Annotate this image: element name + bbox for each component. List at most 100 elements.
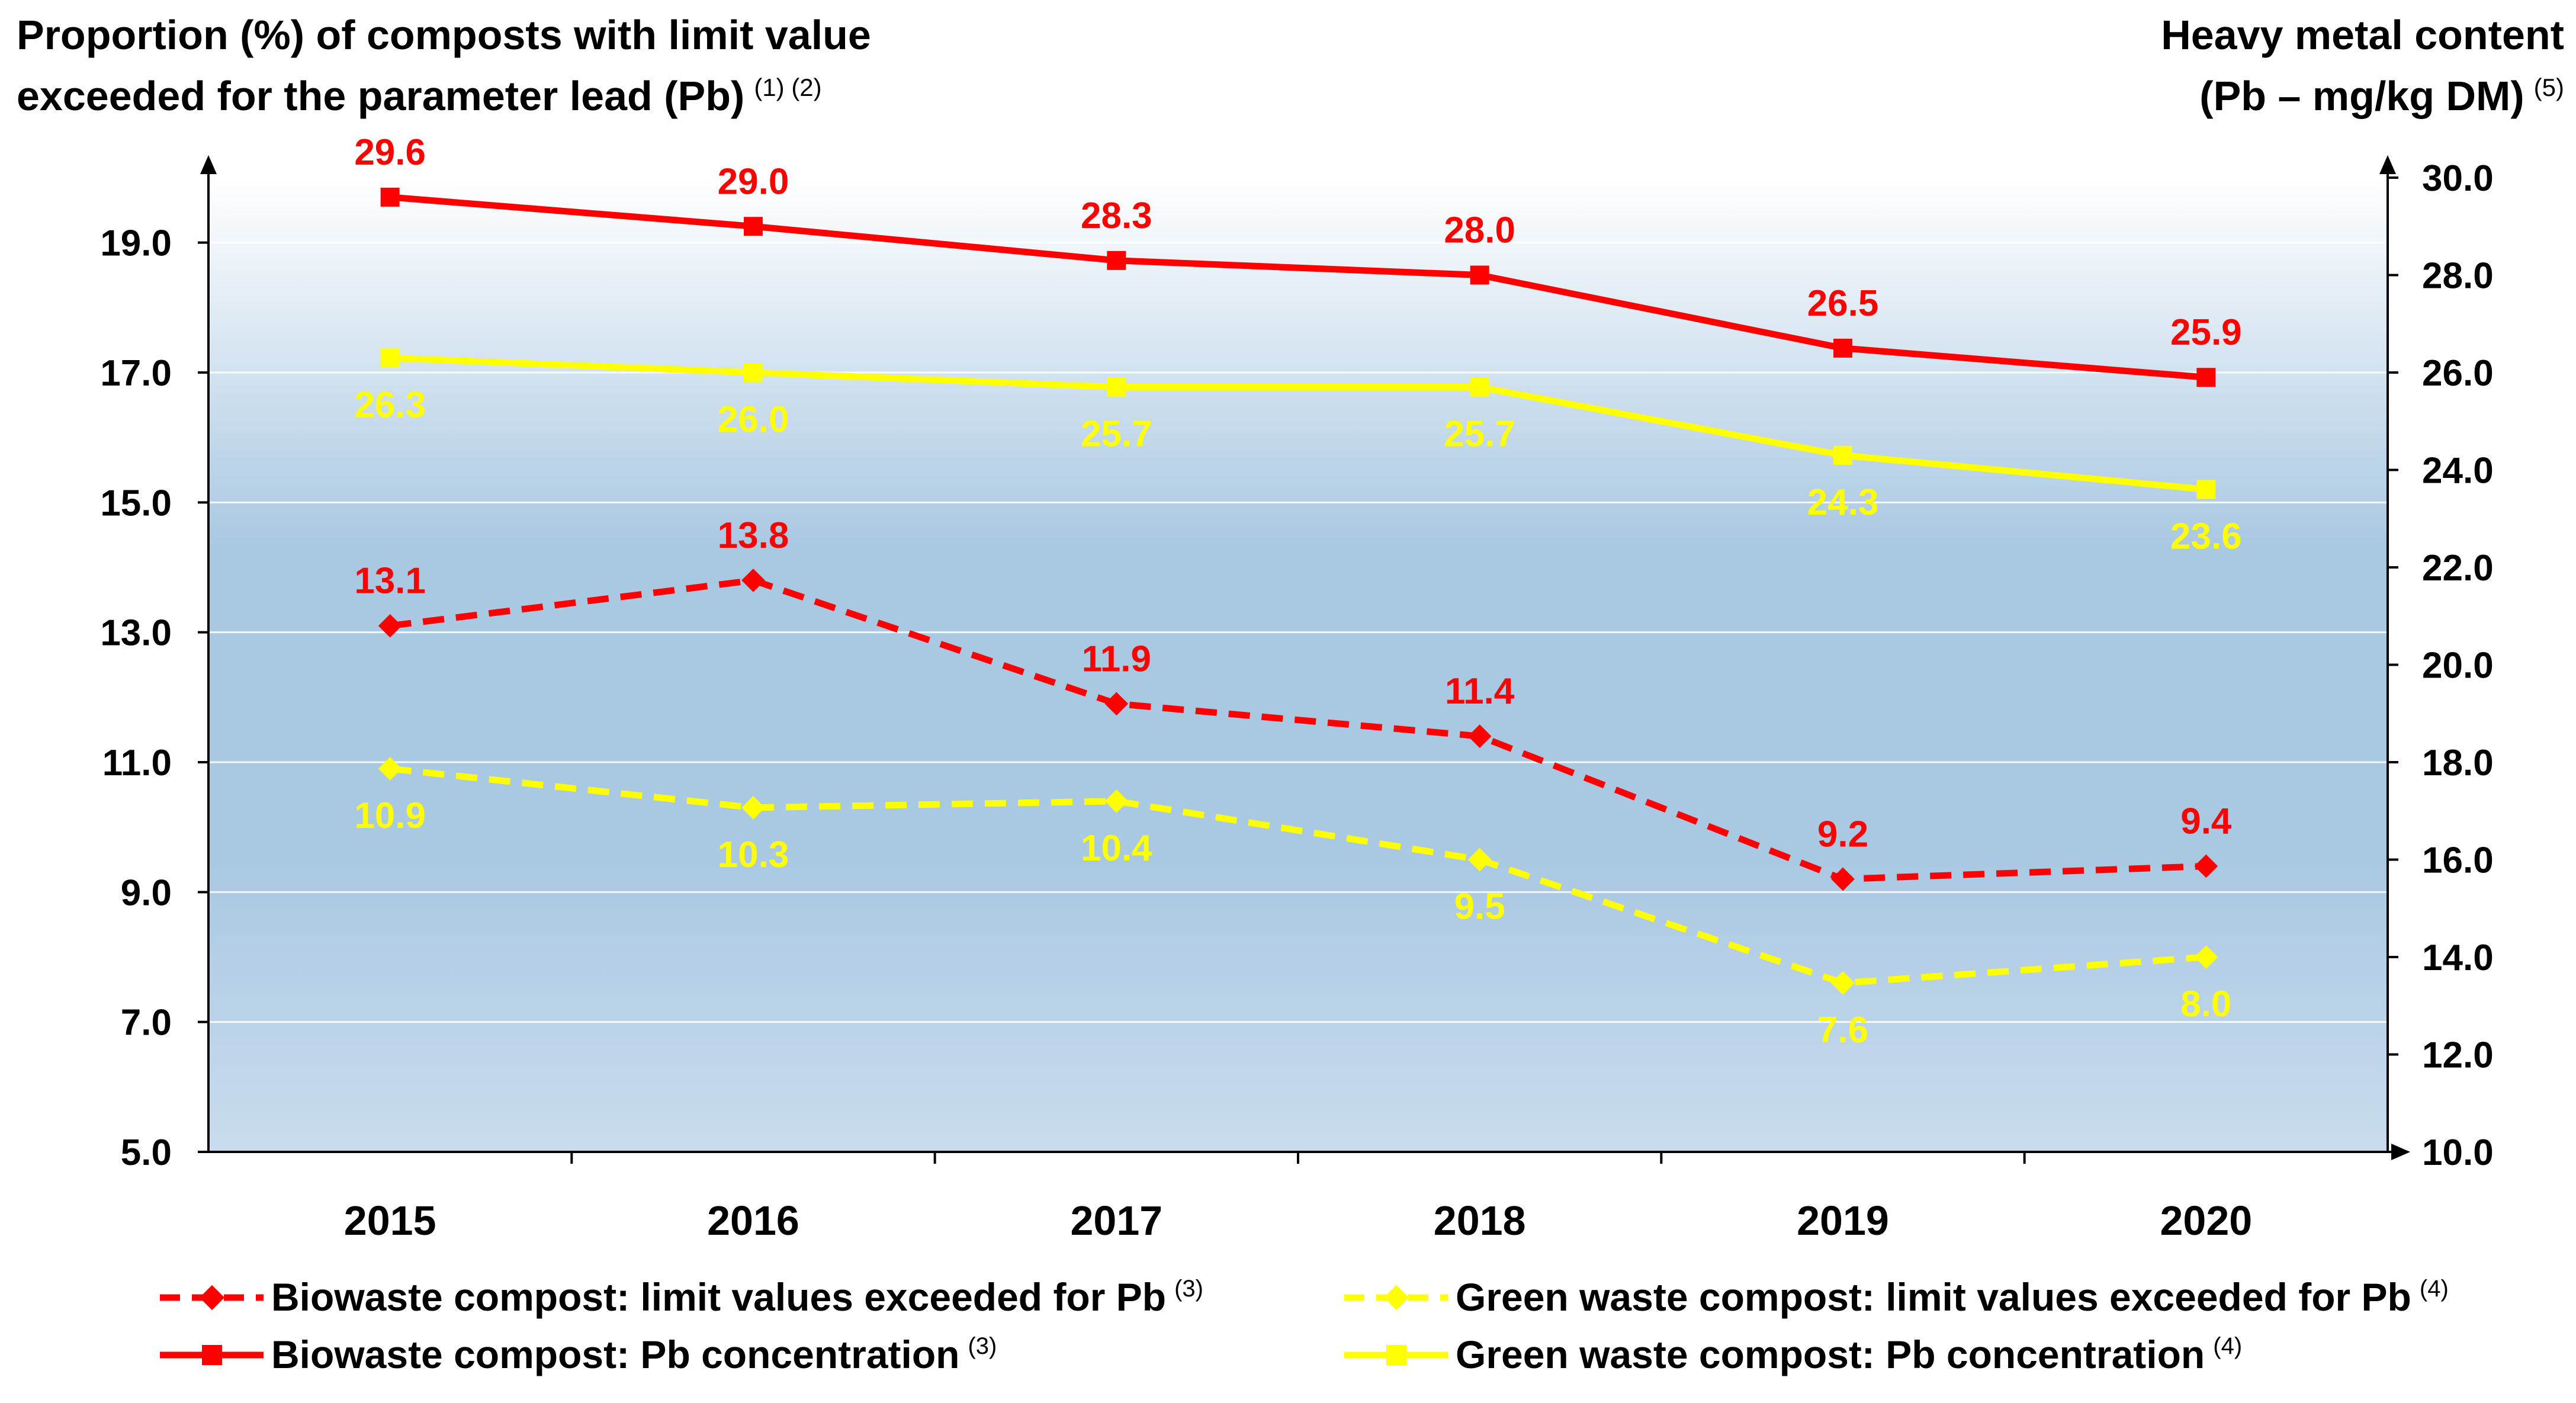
series-2-point-2016 bbox=[741, 569, 765, 592]
right-tick-label-3: 16.0 bbox=[2422, 840, 2494, 881]
left-tick-label-0: 5.0 bbox=[121, 1132, 172, 1173]
left-tick-label-1: 7.0 bbox=[121, 1003, 172, 1044]
series-2-label-2018: 11.4 bbox=[1445, 671, 1515, 712]
plot-area bbox=[208, 178, 2388, 1152]
series-1-point-2017 bbox=[1107, 377, 1126, 397]
x-tick-label-2017: 2017 bbox=[1070, 1197, 1162, 1244]
gridlines bbox=[208, 242, 2388, 1023]
legend-label-superscript-2: (3) bbox=[1174, 1276, 1203, 1302]
legend-label-text-3: Green waste compost: limit values exceed… bbox=[1456, 1275, 2411, 1319]
x-tick-label-2018: 2018 bbox=[1434, 1197, 1526, 1244]
left-tick-label-6: 17.0 bbox=[100, 353, 172, 394]
legend-label-text-2: Biowaste compost: limit values exceeded … bbox=[271, 1275, 1166, 1319]
series-0-point-2019 bbox=[1833, 338, 1852, 358]
right-tick-label-7: 24.0 bbox=[2422, 451, 2494, 492]
series-1-label-2017: 25.7 bbox=[1081, 414, 1152, 455]
series-0-point-2020 bbox=[2196, 368, 2216, 387]
series-3-point-2016 bbox=[741, 795, 765, 820]
left-axis-title-superscript: (1) (2) bbox=[754, 73, 821, 101]
series-3-label-2015: 10.9 bbox=[354, 795, 426, 836]
data-labels-group: 29.6 29.0 28.3 28.0 26.5 25.9 26.3 26.0 25.7 25.7… bbox=[354, 132, 2241, 1051]
series-0-label-2017: 28.3 bbox=[1081, 195, 1152, 236]
left-tick-label-2: 9.0 bbox=[121, 872, 172, 913]
left-tick-label-3: 11.0 bbox=[102, 743, 172, 784]
series-3-point-2018 bbox=[1467, 847, 1492, 872]
left-axis-ticks: 5.0 7.0 9.0 11.0 13.0 15.0 17.0 19.0 bbox=[100, 223, 208, 1173]
series-2-point-2017 bbox=[1104, 692, 1129, 716]
right-tick-label-1: 12.0 bbox=[2422, 1035, 2494, 1076]
right-tick-label-10: 30.0 bbox=[2422, 158, 2494, 199]
right-axis-title-line2-text: (Pb – mg/kg DM) bbox=[2199, 73, 2524, 119]
series-3-label-2020: 8.0 bbox=[2180, 984, 2231, 1025]
series-0-point-2015 bbox=[380, 187, 400, 207]
right-tick-label-4: 18.0 bbox=[2422, 743, 2494, 784]
right-tick-label-0: 10.0 bbox=[2422, 1132, 2494, 1173]
series-0-line bbox=[390, 194, 2206, 381]
legend-label-text-0: Biowaste compost: Pb concentration bbox=[271, 1333, 959, 1376]
series-0-label-2015: 29.6 bbox=[354, 132, 426, 173]
x-tick-label-2019: 2019 bbox=[1797, 1197, 1889, 1244]
left-tick-label-4: 13.0 bbox=[100, 613, 172, 654]
left-axis-title-line1: Proportion (%) of composts with limit va… bbox=[17, 12, 871, 58]
left-tick-label-7: 19.0 bbox=[100, 223, 172, 264]
series-1-point-2016 bbox=[744, 363, 763, 382]
x-tick-label-2015: 2015 bbox=[344, 1197, 436, 1244]
series-1-label-2015: 26.3 bbox=[354, 384, 426, 425]
series-2-point-2019 bbox=[1831, 867, 1855, 891]
x-tick-label-2016: 2016 bbox=[707, 1197, 799, 1244]
series-2-label-2017: 11.9 bbox=[1082, 638, 1151, 679]
legend-label-superscript-1: (4) bbox=[2213, 1333, 2242, 1359]
series-2-point-2018 bbox=[1467, 724, 1492, 748]
series-0-label-2018: 28.0 bbox=[1444, 210, 1515, 251]
series-group bbox=[378, 187, 2218, 995]
legend-marker-2 bbox=[199, 1285, 225, 1311]
right-axis-ticks: 10.0 12.0 14.0 16.0 18.0 20.0 22.0 24.0 26.0 28.0… bbox=[2388, 158, 2494, 1173]
left-tick-label-5: 15.0 bbox=[100, 483, 172, 524]
series-2-label-2019: 9.2 bbox=[1817, 814, 1868, 855]
series-3-point-2020 bbox=[2194, 945, 2218, 969]
series-0-label-2019: 26.5 bbox=[1807, 283, 1879, 324]
series-2-point-2020 bbox=[2194, 854, 2218, 878]
series-1-point-2018 bbox=[1470, 377, 1489, 397]
series-1-label-2020: 23.6 bbox=[2170, 516, 2242, 557]
series-0-point-2017 bbox=[1107, 251, 1126, 270]
legend: Biowaste compost: limit values exceeded … bbox=[160, 1275, 2449, 1376]
legend-label-superscript-0: (3) bbox=[968, 1333, 997, 1359]
x-axis-arrow bbox=[2391, 1144, 2410, 1160]
right-tick-label-8: 26.0 bbox=[2422, 353, 2494, 394]
series-1-line bbox=[390, 354, 2206, 493]
x-axis-ticks: 2015 2016 2017 2018 2019 2020 bbox=[344, 1152, 2252, 1244]
series-3-point-2015 bbox=[378, 757, 402, 781]
series-3-label-2018: 9.5 bbox=[1454, 887, 1505, 927]
legend-label-1: Green waste compost: Pb concentration (4) bbox=[1456, 1333, 2242, 1376]
right-axis-arrow bbox=[2379, 155, 2396, 174]
series-3-point-2019 bbox=[1831, 971, 1855, 995]
legend-marker-0 bbox=[202, 1345, 222, 1365]
series-1-point-2015 bbox=[380, 348, 400, 368]
right-tick-label-6: 22.0 bbox=[2422, 548, 2494, 589]
right-tick-label-5: 20.0 bbox=[2422, 646, 2494, 686]
x-tick-label-2020: 2020 bbox=[2160, 1197, 2252, 1244]
left-axis-arrow bbox=[200, 155, 217, 174]
series-1-point-2019 bbox=[1833, 445, 1852, 465]
series-2-line bbox=[389, 577, 2206, 882]
right-tick-label-2: 14.0 bbox=[2422, 938, 2494, 978]
legend-label-2: Biowaste compost: limit values exceeded … bbox=[271, 1275, 1203, 1319]
series-1-point-2020 bbox=[2196, 480, 2216, 499]
series-3-label-2019: 7.6 bbox=[1817, 1010, 1868, 1051]
series-1-label-2016: 26.0 bbox=[718, 399, 789, 440]
series-3-label-2016: 10.3 bbox=[718, 834, 789, 875]
series-0-point-2018 bbox=[1470, 265, 1489, 285]
series-3-label-2017: 10.4 bbox=[1081, 828, 1152, 869]
series-2-label-2015: 13.1 bbox=[354, 561, 426, 602]
legend-marker-1 bbox=[1386, 1345, 1406, 1365]
left-axis-title-line2-text: exceeded for the parameter lead (Pb) bbox=[17, 73, 744, 119]
series-2-label-2020: 9.4 bbox=[2180, 801, 2232, 842]
left-axis-title-line2: exceeded for the parameter lead (Pb) (1) … bbox=[17, 73, 822, 119]
series-0-label-2020: 25.9 bbox=[2170, 312, 2242, 353]
series-0-point-2016 bbox=[744, 217, 763, 236]
series-2-point-2015 bbox=[378, 614, 402, 638]
legend-label-0: Biowaste compost: Pb concentration (3) bbox=[271, 1333, 997, 1376]
series-0-label-2016: 29.0 bbox=[718, 161, 789, 202]
